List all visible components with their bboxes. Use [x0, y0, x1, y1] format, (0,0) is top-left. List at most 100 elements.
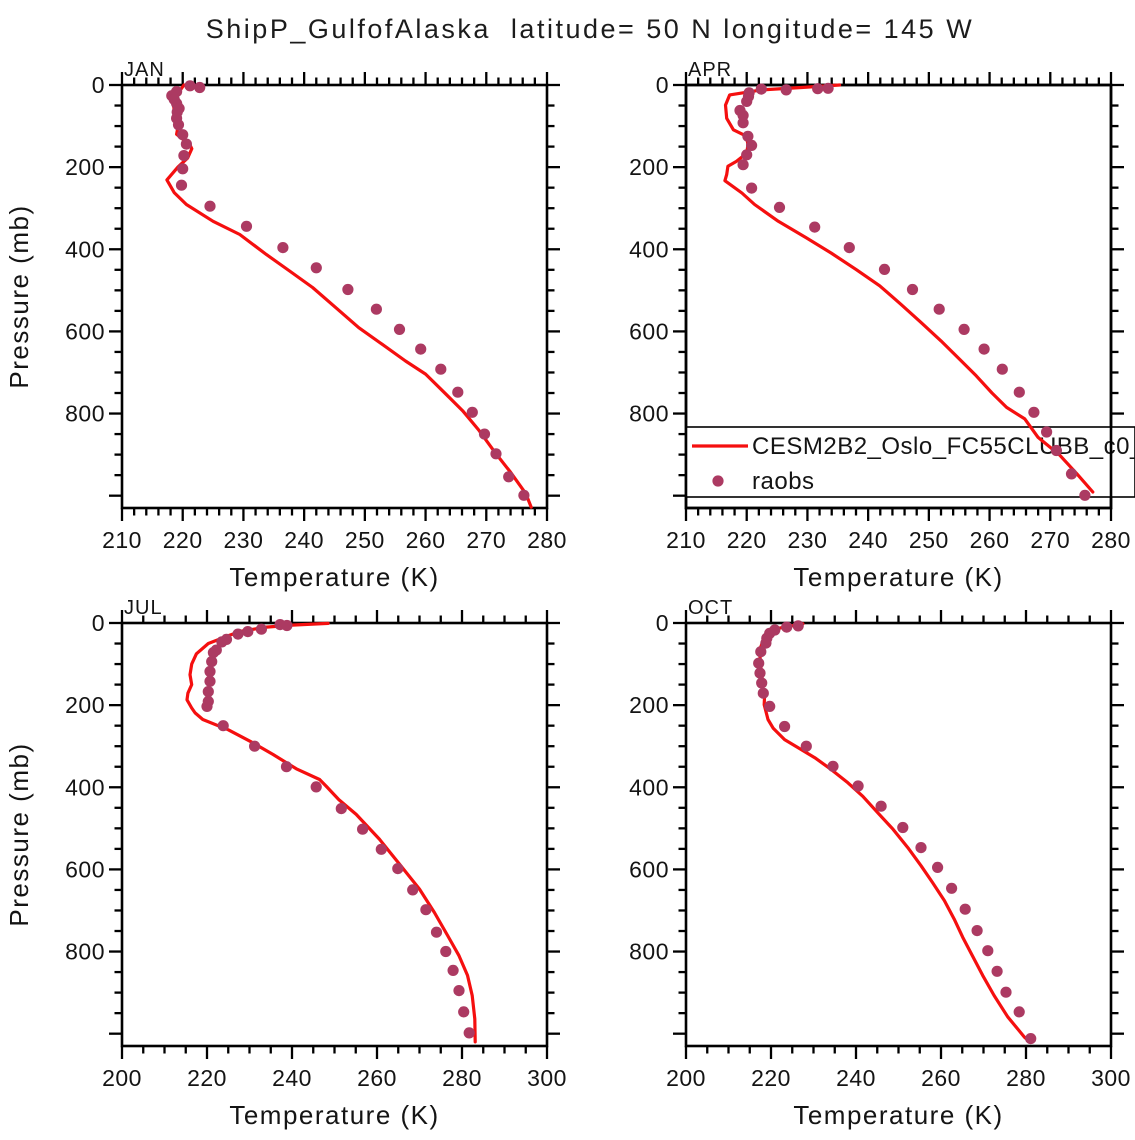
y-axis-title-jul: Pressure (mb): [4, 742, 34, 926]
raobs-dot: [280, 761, 293, 773]
raobs-dot: [843, 242, 855, 254]
plot-frame-apr-over: [684, 83, 1113, 510]
raobs-dot: [1013, 386, 1025, 398]
x-tick-label: 240: [272, 1065, 312, 1091]
legend-label-model: CESM2B2_Oslo_FC55CLUBB_c0_L: [752, 433, 1135, 460]
plot-frame-jan: [120, 83, 549, 510]
raobs-dot: [1041, 426, 1053, 438]
y-tick-label: 800: [629, 939, 669, 965]
raobs-dot: [342, 283, 354, 296]
raobs-dot: [178, 150, 190, 162]
raobs-dot: [755, 83, 767, 95]
legend-box: [685, 426, 1135, 498]
x-tick-label: 220: [751, 1065, 791, 1091]
raobs-dot: [946, 882, 958, 894]
raobs-dot: [249, 740, 261, 752]
figure-title: ShipP_GulfofAlaska latitude= 50 N longit…: [205, 14, 975, 44]
legend-dot-sample: [712, 475, 724, 487]
raobs-dot: [897, 821, 909, 834]
raobs-dot: [971, 925, 983, 937]
raobs-dot: [453, 985, 465, 997]
raobs-dot: [184, 80, 196, 92]
raobs-dot: [982, 945, 994, 957]
raobs-dot: [991, 965, 1003, 977]
raobs-dot: [1000, 986, 1012, 998]
raobs-dot: [959, 903, 971, 915]
y-tick-label: 600: [65, 318, 105, 344]
raobs-dot: [490, 448, 502, 460]
x-tick-label: 300: [527, 1065, 567, 1091]
raobs-dot: [737, 159, 749, 171]
x-tick-label: 240: [848, 527, 888, 553]
x-tick-label: 210: [666, 527, 706, 553]
raobs-dot: [335, 803, 347, 815]
model-line-oct: [758, 622, 1032, 1044]
x-tick-label: 300: [1091, 1065, 1131, 1091]
raobs-dot: [357, 823, 369, 835]
raobs-dot: [753, 657, 765, 669]
plot-frame-jul: [120, 621, 549, 1048]
x-tick-label: 230: [223, 527, 263, 553]
raobs-dot: [232, 628, 244, 640]
y-tick-label: 600: [65, 856, 105, 882]
y-axis-title-jan: Pressure (mb): [4, 204, 34, 388]
y-tick-label: 400: [65, 774, 105, 800]
y-tick-label: 0: [656, 610, 669, 636]
model-line-jan: [165, 83, 533, 509]
raobs-dot: [773, 201, 786, 213]
raobs-dot: [757, 687, 769, 699]
x-axis-title-oct: Temperature (K): [793, 1100, 1003, 1130]
panel-jan: 210 220 230 240 250 260 270 280 0 200 400 600 800 Tem…: [4, 59, 567, 592]
raobs-dot: [822, 82, 834, 94]
ticks-jan: [109, 72, 560, 521]
x-tick-label: 200: [666, 1065, 706, 1091]
raobs-dot: [478, 428, 491, 440]
legend-label-raobs: raobs: [752, 468, 815, 495]
raobs-dot: [435, 363, 447, 375]
y-tick-label: 0: [92, 72, 105, 98]
raobs-dot: [420, 904, 432, 916]
x-tick-label: 280: [527, 527, 567, 553]
panel-jul: 200 220 240 260 280 300 0 200 400 600 800 Temperatu…: [4, 597, 567, 1130]
raobs-dot: [310, 781, 322, 793]
raobs-dot: [781, 621, 793, 633]
x-tick-label: 260: [921, 1065, 961, 1091]
raobs-dots-oct: [753, 620, 1037, 1045]
raobs-dot: [746, 182, 758, 194]
raobs-dot: [370, 303, 382, 315]
y-tick-label: 0: [656, 72, 669, 98]
raobs-dot: [240, 220, 253, 232]
raobs-dot: [175, 179, 188, 191]
ticks-apr: [673, 72, 1124, 521]
raobs-dot: [216, 636, 228, 648]
raobs-dot: [741, 149, 753, 161]
series-jan: [165, 80, 533, 509]
x-tick-label: 250: [909, 527, 949, 553]
raobs-dot: [310, 262, 322, 274]
tick-labels-jul: 200 220 240 260 280 300 0 200 400 600 800: [65, 610, 567, 1091]
x-tick-label: 260: [970, 527, 1010, 553]
raobs-dot: [393, 323, 406, 335]
raobs-dot: [1025, 1033, 1037, 1045]
raobs-dot: [180, 138, 192, 150]
raobs-dot: [741, 95, 753, 107]
raobs-dot: [800, 740, 812, 752]
x-tick-label: 230: [787, 527, 827, 553]
raobs-dot: [755, 646, 767, 658]
series-jul: [185, 619, 477, 1044]
y-tick-label: 200: [65, 692, 105, 718]
raobs-dot: [217, 720, 229, 732]
x-axis-title-apr: Temperature (K): [793, 562, 1003, 592]
x-tick-label: 240: [836, 1065, 876, 1091]
raobs-dot: [447, 964, 459, 977]
raobs-dot: [277, 242, 289, 254]
ticks-jul: [109, 610, 560, 1059]
raobs-dot: [978, 343, 990, 355]
y-tick-label: 600: [629, 856, 669, 882]
x-tick-label: 280: [442, 1065, 482, 1091]
raobs-dot: [375, 843, 387, 855]
x-tick-label: 250: [345, 527, 385, 553]
raobs-dots-jan: [166, 80, 530, 501]
raobs-dot: [177, 163, 189, 175]
